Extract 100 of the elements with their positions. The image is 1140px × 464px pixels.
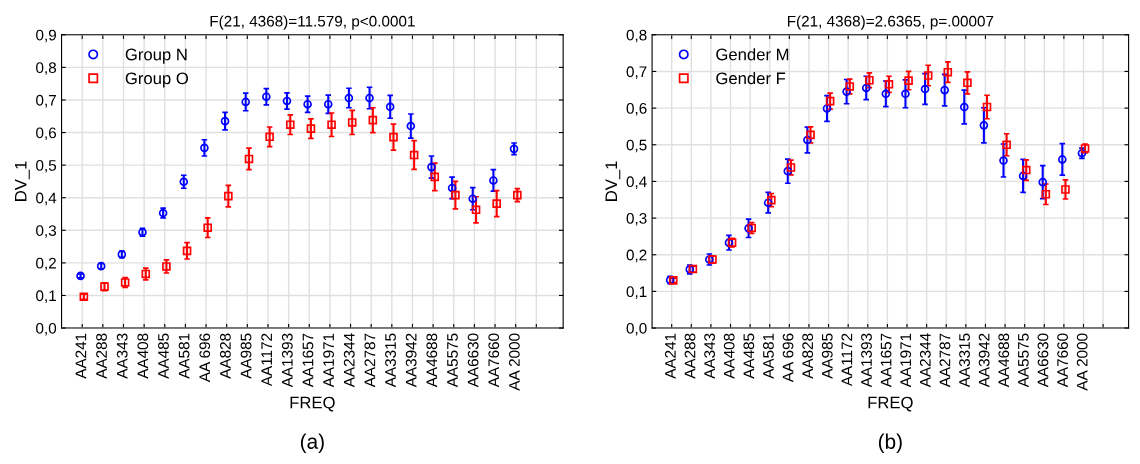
point bbox=[979, 121, 989, 130]
point bbox=[265, 132, 274, 142]
x-tick-label: AA5575 bbox=[447, 333, 458, 388]
x-tick-label: AA408 bbox=[723, 333, 735, 379]
y-tick-label: 0,3 bbox=[36, 225, 57, 238]
point bbox=[385, 102, 395, 112]
y-tick-label: 0,2 bbox=[626, 249, 647, 263]
x-tick-label: AA1971 bbox=[323, 333, 335, 388]
x-tick-label: AA2787 bbox=[939, 333, 951, 388]
x-tick-label: AA485 bbox=[158, 333, 169, 379]
point bbox=[282, 96, 292, 106]
point bbox=[244, 154, 254, 164]
x-tick-label: AA408 bbox=[137, 333, 149, 379]
x-tick-label: AA241 bbox=[664, 333, 676, 379]
point bbox=[806, 130, 815, 140]
point bbox=[389, 132, 398, 142]
x-tick-label: AA7660 bbox=[1057, 333, 1068, 388]
y-tick-label: 0,6 bbox=[36, 127, 57, 141]
x-tick-label: AA288 bbox=[96, 333, 107, 379]
x-tick-label: AA241 bbox=[75, 333, 87, 379]
point bbox=[285, 120, 295, 130]
point bbox=[406, 121, 416, 131]
x-tick-label: AA3315 bbox=[385, 333, 396, 388]
point bbox=[365, 93, 374, 103]
x-tick-label: AA3315 bbox=[959, 333, 970, 388]
point bbox=[409, 150, 419, 160]
y-tick-label: 0,0 bbox=[626, 322, 647, 336]
x-tick-label: AA581 bbox=[178, 333, 190, 379]
chart-title: F(21, 4368)=11.579, p<0.0001 bbox=[210, 15, 415, 30]
legend-label: Group O bbox=[125, 72, 189, 88]
point bbox=[327, 120, 336, 130]
x-tick-label: AA4688 bbox=[426, 333, 438, 388]
point bbox=[786, 163, 796, 172]
x-tick-label: AA6630 bbox=[1037, 333, 1049, 388]
point bbox=[489, 176, 498, 185]
point bbox=[220, 116, 230, 126]
y-tick-label: 0,5 bbox=[626, 139, 647, 153]
y-tick-label: 0,1 bbox=[36, 290, 56, 303]
point bbox=[368, 115, 378, 125]
point bbox=[182, 246, 192, 256]
x-tick-label: AA1172 bbox=[261, 333, 272, 387]
x-tick-label: AA 696 bbox=[199, 333, 211, 383]
x-tick-label: AA4688 bbox=[998, 333, 1010, 388]
x-tick-label: AA5575 bbox=[1018, 333, 1029, 388]
x-tick-label: AA2344 bbox=[919, 333, 931, 388]
y-tick-label: 0,7 bbox=[626, 66, 647, 79]
x-tick-label: AA1393 bbox=[861, 333, 872, 388]
x-axis-title: FREQ bbox=[290, 396, 335, 412]
point bbox=[323, 99, 333, 109]
chart-title: F(21, 4368)=2.6365, p=.00007 bbox=[787, 15, 994, 30]
point bbox=[845, 82, 855, 91]
y-tick-label: 0,9 bbox=[36, 29, 56, 43]
y-tick-label: 0,3 bbox=[626, 212, 647, 226]
x-tick-label: AA2344 bbox=[343, 333, 355, 388]
x-tick-label: AA1657 bbox=[302, 333, 314, 388]
point bbox=[959, 102, 969, 112]
x-tick-label: AA 696 bbox=[782, 333, 794, 383]
point bbox=[241, 97, 250, 107]
legend-label: Gender M bbox=[716, 48, 789, 61]
x-tick-label: AA288 bbox=[684, 333, 696, 379]
y-tick-label: 0,6 bbox=[626, 102, 647, 116]
legend-label: Gender F bbox=[716, 72, 786, 85]
x-tick-label: AA985 bbox=[821, 333, 833, 379]
point bbox=[1021, 165, 1031, 175]
y-tick-label: 0,8 bbox=[626, 29, 647, 43]
point bbox=[344, 93, 354, 103]
x-tick-label: AA3942 bbox=[978, 333, 990, 388]
x-tick-label: AA3942 bbox=[405, 333, 417, 388]
legend-label: Group N bbox=[125, 48, 187, 64]
x-tick-label: AA6630 bbox=[467, 333, 479, 388]
x-tick-label: AA985 bbox=[240, 333, 252, 379]
point bbox=[492, 199, 502, 208]
y-axis-title: DV_1 bbox=[14, 161, 30, 201]
x-axis-title: FREQ bbox=[868, 396, 913, 412]
y-tick-label: 0,1 bbox=[626, 286, 647, 299]
point bbox=[1061, 185, 1070, 194]
y-tick-label: 0,5 bbox=[36, 160, 57, 173]
x-tick-label: AA1971 bbox=[900, 333, 912, 388]
y-tick-label: 0,2 bbox=[36, 257, 56, 271]
x-tick-label: AA343 bbox=[116, 333, 128, 379]
x-tick-label: AA2787 bbox=[364, 333, 376, 388]
point bbox=[224, 191, 233, 201]
x-tick-label: AA828 bbox=[219, 333, 231, 379]
text: (b) bbox=[878, 433, 902, 454]
y-tick-label: 0,4 bbox=[626, 176, 647, 189]
x-tick-label: AA1172 bbox=[841, 333, 853, 387]
y-axis-title: DV_1 bbox=[605, 161, 621, 201]
y-tick-label: 0,7 bbox=[36, 94, 56, 108]
point bbox=[203, 223, 213, 232]
y-tick-label: 0,8 bbox=[36, 62, 57, 75]
point bbox=[200, 143, 209, 153]
point bbox=[347, 118, 357, 127]
point bbox=[940, 85, 949, 95]
x-tick-label: AA343 bbox=[704, 333, 716, 379]
x-tick-label: AA828 bbox=[802, 333, 814, 379]
x-tick-label: AA 2000 bbox=[508, 333, 520, 391]
point bbox=[303, 99, 312, 109]
x-tick-label: AA7660 bbox=[488, 333, 500, 388]
x-tick-label: AA581 bbox=[763, 333, 774, 379]
point bbox=[262, 92, 271, 102]
